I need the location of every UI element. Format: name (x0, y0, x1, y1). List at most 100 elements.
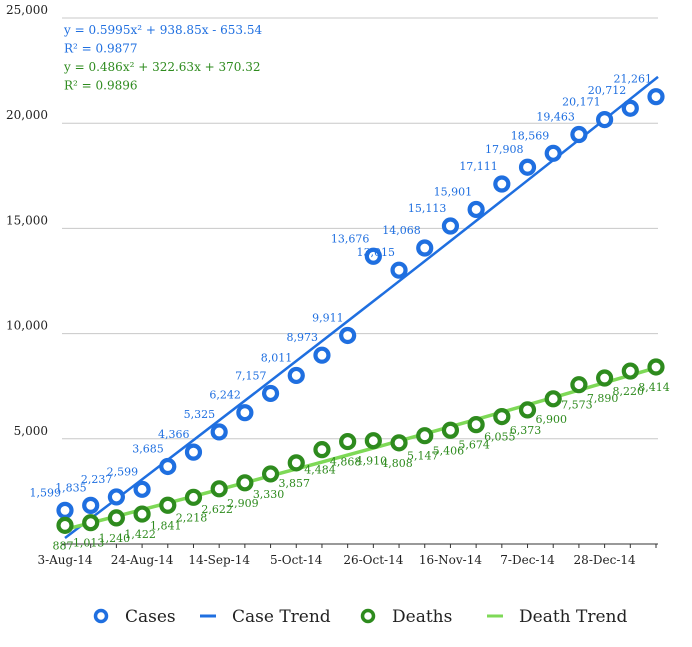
equation-annotations: y = 0.5995x² + 938.85x - 653.54 R² = 0.98… (63, 23, 263, 93)
cases-data-label: 4,366 (158, 428, 190, 441)
legend-label: Case Trend (232, 607, 331, 627)
legend-label: Cases (125, 607, 176, 627)
deaths-point (467, 416, 485, 434)
x-tick-label: 26-Oct-14 (343, 553, 403, 567)
cases-data-label: 7,157 (235, 369, 267, 382)
legend: Cases Case Trend Deaths Death Trend (93, 607, 627, 627)
x-tick-label: 14-Sep-14 (188, 553, 250, 567)
cases-point (647, 88, 665, 106)
deaths-data-label: 7,573 (561, 399, 593, 412)
legend-label: Death Trend (519, 607, 627, 627)
deaths-point (570, 376, 588, 394)
y-tick-label: 20,000 (6, 108, 48, 122)
cases-data-label: 8,011 (261, 351, 293, 364)
deaths-data-label: 2,218 (176, 511, 208, 524)
trendlines (64, 75, 659, 540)
x-axis-ticks: 3-Aug-14 24-Aug-14 14-Sep-14 5-Oct-14 26-Oct… (37, 544, 657, 567)
deaths-data-label: 8,220 (613, 385, 645, 398)
deaths-data-label: 4,868 (330, 456, 362, 469)
deaths-point (313, 441, 331, 459)
deaths-point (82, 514, 100, 532)
deaths-point (210, 480, 228, 498)
cases-point (621, 99, 639, 117)
deaths-point (261, 465, 280, 483)
cases-point (313, 346, 331, 364)
x-tick-label: 3-Aug-14 (37, 553, 92, 567)
y-tick-label: 15,000 (6, 213, 48, 227)
trend-equation: y = 0.5995x² + 938.85x - 653.54 (63, 23, 263, 37)
deaths-data-label: 4,484 (304, 464, 336, 477)
cases-point (493, 175, 511, 193)
cases-point (184, 443, 203, 461)
cases-point (518, 158, 537, 176)
deaths-data-label: 5,674 (458, 439, 490, 452)
cases-data-label: 18,569 (511, 129, 550, 142)
case-trend-line (64, 75, 659, 540)
cases-point (416, 239, 434, 257)
deaths-point (621, 362, 639, 380)
cases-data-label: 13,015 (357, 246, 396, 259)
x-tick-label: 16-Nov-14 (419, 553, 483, 567)
cases-data-label: 5,325 (184, 408, 216, 421)
deaths-point (596, 369, 614, 387)
cases-point (82, 496, 100, 514)
deaths-data-label: 3,857 (279, 477, 311, 490)
x-tick-label: 5-Oct-14 (270, 553, 323, 567)
deaths-point (56, 516, 74, 534)
x-tick-label: 28-Dec-14 (574, 553, 636, 567)
deaths-data-label: 6,900 (535, 413, 567, 426)
deaths-point (364, 432, 382, 450)
deaths-point (544, 390, 562, 408)
deaths-point (159, 496, 177, 514)
cases-data-label: 1,835 (55, 481, 87, 494)
y-tick-label: 25,000 (6, 3, 48, 17)
legend-marker (93, 608, 109, 624)
cases-data-label: 6,242 (209, 389, 241, 402)
trend-equation: R² = 0.9877 (64, 42, 138, 56)
x-tick-label: 7-Dec-14 (500, 553, 555, 567)
deaths-point (133, 505, 151, 523)
cases-point (596, 111, 614, 129)
cases-point (364, 247, 382, 265)
cases-data-label: 21,261 (614, 73, 653, 86)
cases-data-label: 2,237 (81, 473, 113, 486)
y-tick-label: 10,000 (6, 319, 48, 333)
cases-point (570, 125, 588, 144)
cases-point (467, 200, 485, 219)
deaths-data-label: 1,422 (124, 528, 156, 541)
cases-data-label: 8,973 (286, 331, 318, 344)
deaths-data-label: 1,013 (73, 537, 105, 550)
deaths-data-label: 6,055 (484, 431, 516, 444)
deaths-data-label: 8,414 (638, 381, 670, 394)
cases-point (339, 326, 357, 345)
cases-data-label: 17,908 (485, 143, 524, 156)
deaths-point (493, 408, 511, 426)
cases-data-label: 13,676 (331, 232, 370, 245)
deaths-data-label: 887 (53, 539, 74, 552)
deaths-data-label: 1,841 (150, 519, 182, 532)
cases-point (441, 217, 460, 235)
data-points (56, 88, 665, 534)
y-tick-label: 5,000 (14, 424, 48, 438)
cases-data-label: 17,111 (459, 160, 498, 173)
cases-data-label: 20,171 (562, 96, 601, 109)
deaths-data-label: 1,240 (99, 532, 131, 545)
cases-point (236, 404, 254, 422)
gridlines (62, 17, 658, 545)
cases-point (544, 144, 562, 162)
deaths-data-label: 7,890 (587, 392, 619, 405)
cases-point (56, 501, 74, 519)
deaths-data-label: 5,406 (433, 444, 465, 457)
deaths-point (287, 454, 305, 472)
cases-data-label: 20,712 (588, 84, 627, 97)
legend-label: Deaths (392, 607, 452, 627)
cases-point (261, 384, 280, 403)
cases-point (133, 480, 151, 498)
deaths-data-label: 6,373 (510, 424, 542, 437)
cases-data-label: 15,113 (408, 202, 447, 215)
cases-point (287, 366, 305, 385)
deaths-data-label: 2,909 (227, 497, 259, 510)
deaths-data-label: 2,622 (201, 503, 233, 516)
